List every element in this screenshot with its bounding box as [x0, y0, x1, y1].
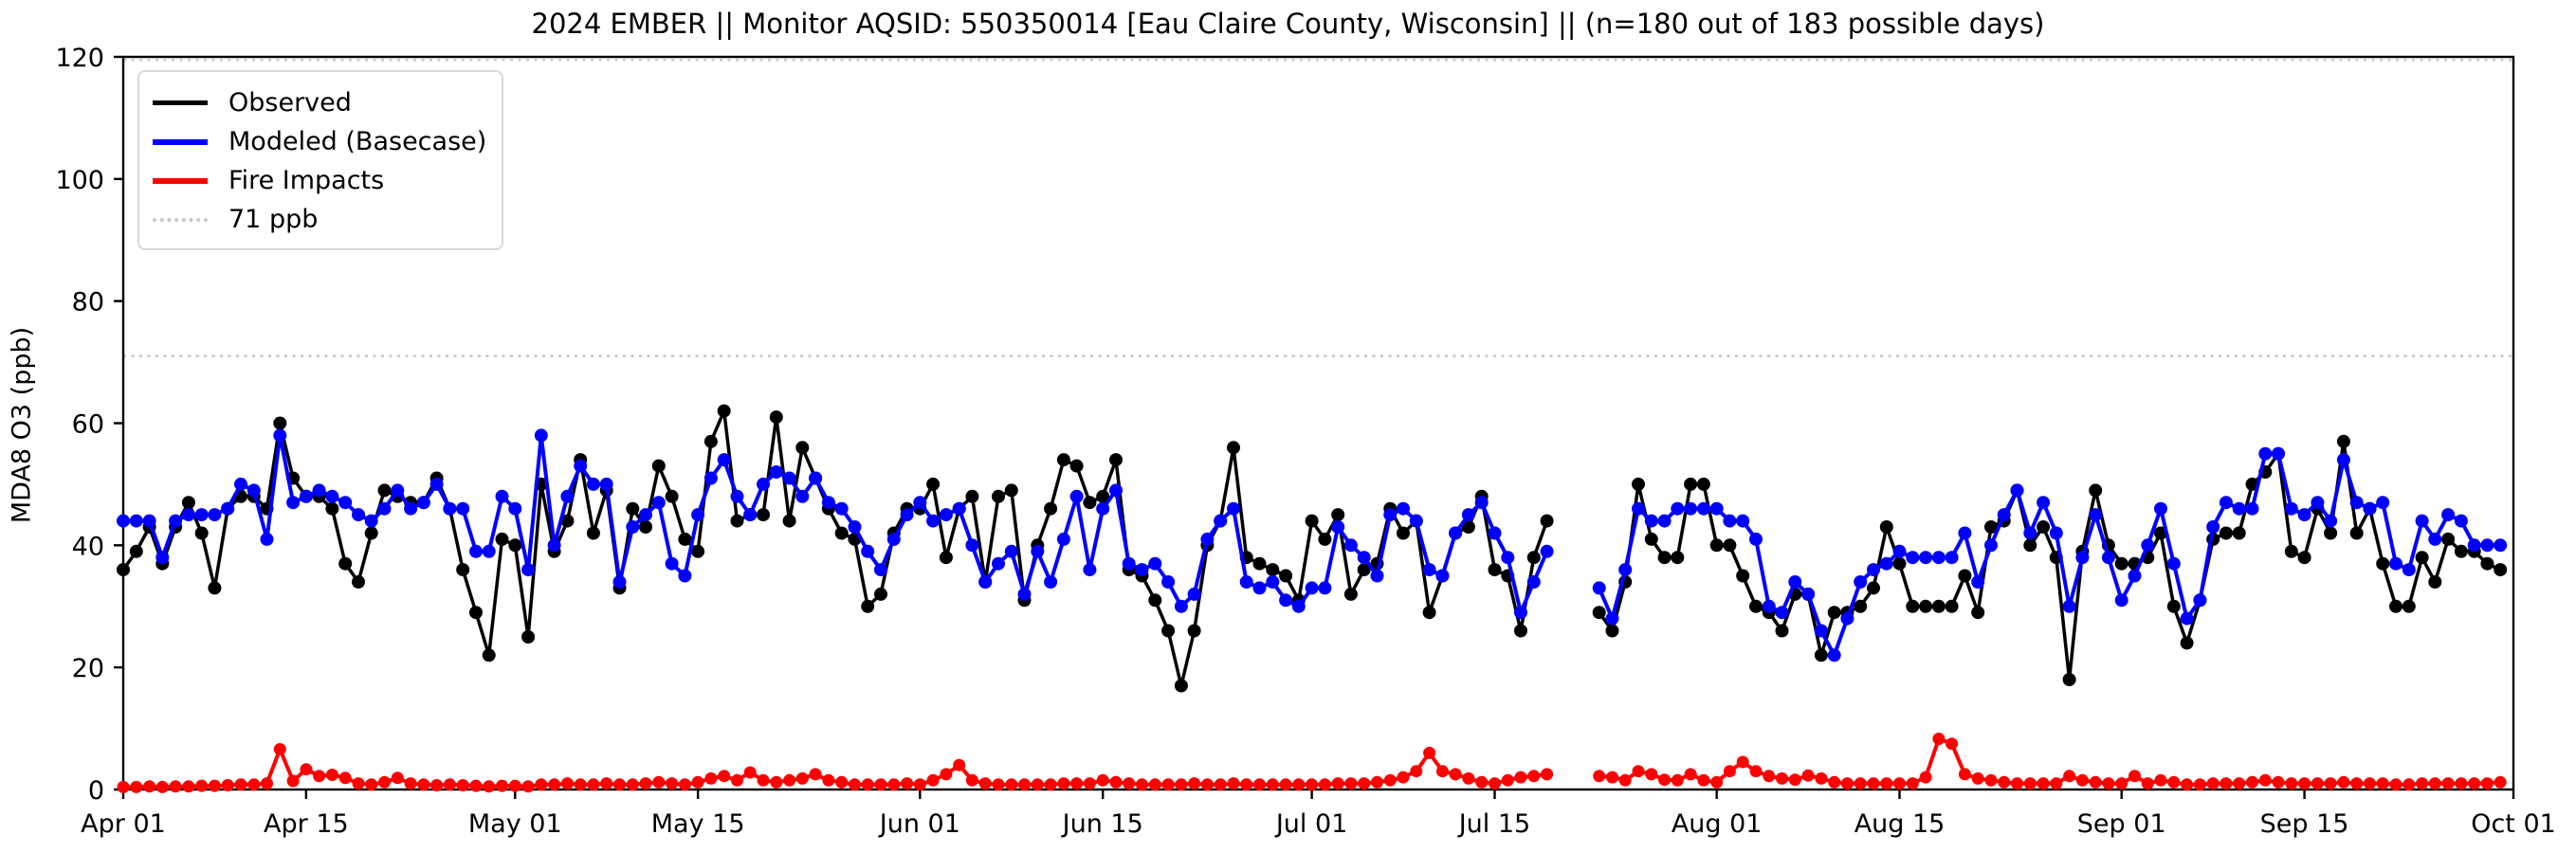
svg-text:40: 40	[72, 532, 104, 561]
svg-text:Jun 01: Jun 01	[878, 809, 960, 839]
svg-text:80: 80	[72, 288, 104, 318]
threshold-dotted-line-icon	[153, 217, 208, 222]
chart-title: 2024 EMBER || Monitor AQSID: 550350014 […	[531, 8, 2045, 40]
legend-item-observed: Observed	[153, 83, 484, 122]
svg-text:May 15: May 15	[651, 809, 745, 839]
svg-text:Aug 15: Aug 15	[1854, 809, 1946, 839]
svg-text:120: 120	[55, 44, 104, 73]
svg-text:Sep 01: Sep 01	[2077, 809, 2166, 839]
legend: Observed Modeled (Basecase) Fire Impacts…	[137, 70, 503, 250]
legend-label: Fire Impacts	[228, 166, 385, 195]
legend-label: Modeled (Basecase)	[228, 127, 487, 156]
svg-text:100: 100	[55, 166, 104, 195]
svg-text:Jul 01: Jul 01	[1274, 809, 1348, 839]
modeled-line-icon	[153, 138, 208, 145]
fire-line-icon	[153, 177, 208, 184]
svg-text:20: 20	[72, 654, 104, 683]
svg-text:Apr 01: Apr 01	[81, 809, 166, 839]
legend-item-modeled: Modeled (Basecase)	[153, 122, 487, 161]
legend-label: 71 ppb	[228, 205, 319, 234]
svg-text:Jul 15: Jul 15	[1457, 809, 1531, 839]
svg-text:Jun 15: Jun 15	[1061, 809, 1143, 839]
legend-item-fire: Fire Impacts	[153, 161, 484, 200]
svg-text:Aug 01: Aug 01	[1672, 809, 1763, 839]
legend-item-threshold: 71 ppb	[153, 200, 484, 239]
svg-text:0: 0	[88, 776, 104, 806]
svg-text:60: 60	[72, 410, 104, 440]
svg-text:May 01: May 01	[468, 809, 562, 839]
legend-label: Observed	[228, 88, 352, 118]
svg-text:Sep 15: Sep 15	[2260, 809, 2349, 839]
svg-text:Oct 01: Oct 01	[2471, 809, 2556, 839]
svg-text:Apr 15: Apr 15	[264, 809, 349, 839]
observed-line-icon	[153, 100, 208, 105]
